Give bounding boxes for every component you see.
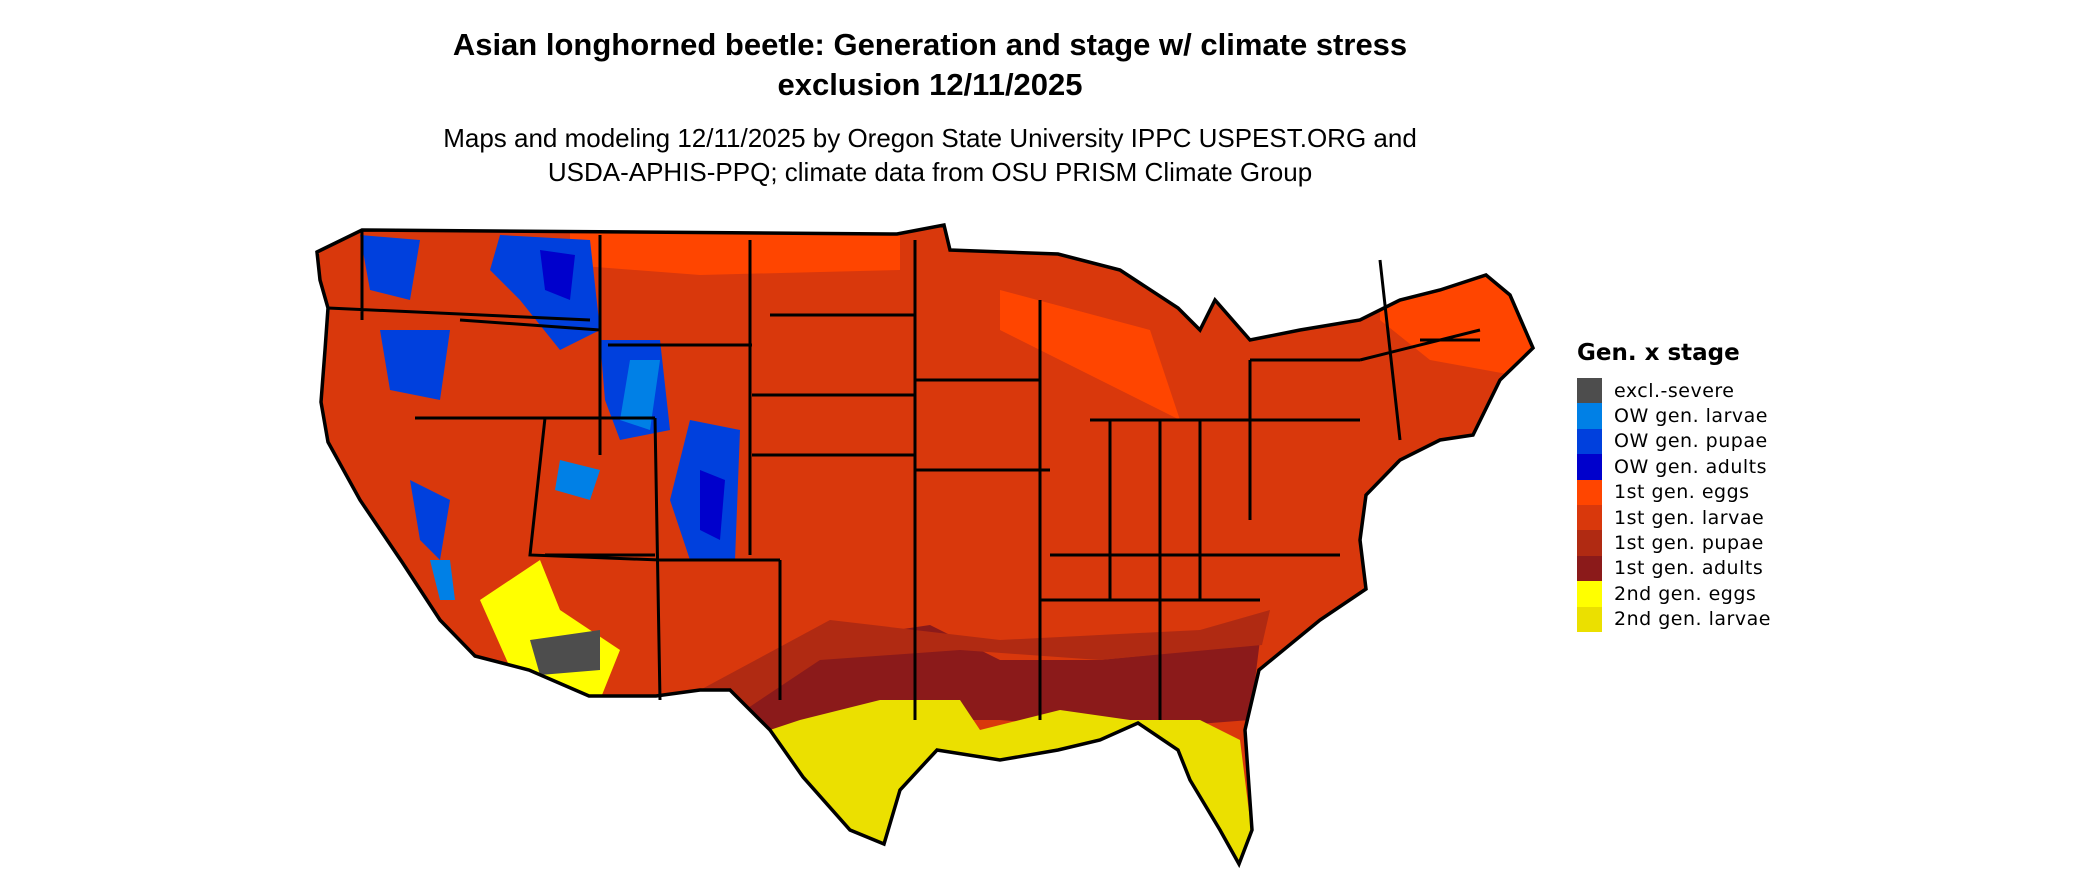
legend-label: 1st gen. pupae [1614, 532, 1764, 555]
us-outline [315, 222, 1536, 869]
region-ow-gen-adults-rockies [540, 250, 725, 540]
legend-label: OW gen. larvae [1614, 405, 1768, 428]
legend-item: excl.-severe [1577, 378, 1771, 404]
legend-label: 1st gen. adults [1614, 557, 1764, 580]
legend-swatch [1577, 581, 1602, 607]
legend-swatch [1577, 530, 1602, 556]
legend-item: 1st gen. eggs [1577, 479, 1771, 505]
region-excl-severe-southwest [530, 630, 600, 675]
legend-label: OW gen. pupae [1614, 430, 1768, 453]
legend-label: 2nd gen. eggs [1614, 582, 1757, 605]
map-title-line-2: exclusion 12/11/2025 [777, 67, 1083, 102]
legend-item: 1st gen. adults [1577, 555, 1771, 582]
legend-item: OW gen. adults [1577, 454, 1771, 480]
legend-item: OW gen. larvae [1577, 403, 1771, 429]
legend-swatch [1577, 428, 1602, 455]
legend-label: 1st gen. larvae [1614, 506, 1765, 529]
region-1st-gen-pupae-south [700, 610, 1270, 720]
map-subtitle-line-2: USDA-APHIS-PPQ; climate data from OSU PR… [547, 157, 1313, 187]
legend-swatch [1577, 479, 1602, 505]
legend-label: 1st gen. eggs [1614, 481, 1750, 504]
legend-title: Gen. x stage [1577, 340, 1740, 366]
legend-swatch [1577, 378, 1602, 404]
map-subtitle-line-1: Maps and modeling 12/11/2025 by Oregon S… [443, 123, 1417, 153]
legend-item: 1st gen. larvae [1577, 504, 1771, 531]
legend-item: 1st gen. pupae [1577, 530, 1771, 556]
legend-swatch [1577, 454, 1602, 480]
region-ow-gen-larvae-rockies [430, 360, 660, 600]
legend: Gen. x stage excl.-severe OW gen. larvae O… [1577, 340, 1771, 632]
legend-swatch [1577, 555, 1602, 582]
legend-swatch [1577, 403, 1602, 429]
legend-label: OW gen. adults [1614, 455, 1768, 478]
legend-item: OW gen. pupae [1577, 428, 1771, 455]
map-title-line-1: Asian longhorned beetle: Generation and … [452, 27, 1408, 62]
legend-label: 2nd gen. larvae [1614, 608, 1771, 631]
state-borders [327, 230, 1481, 720]
legend-item: 2nd gen. eggs [1577, 581, 1771, 607]
region-1st-gen-eggs-north [570, 230, 1533, 420]
legend-item: 2nd gen. larvae [1577, 606, 1771, 632]
legend-swatch [1577, 606, 1602, 632]
legend-label: excl.-severe [1614, 379, 1735, 402]
legend-swatch [1577, 504, 1602, 531]
